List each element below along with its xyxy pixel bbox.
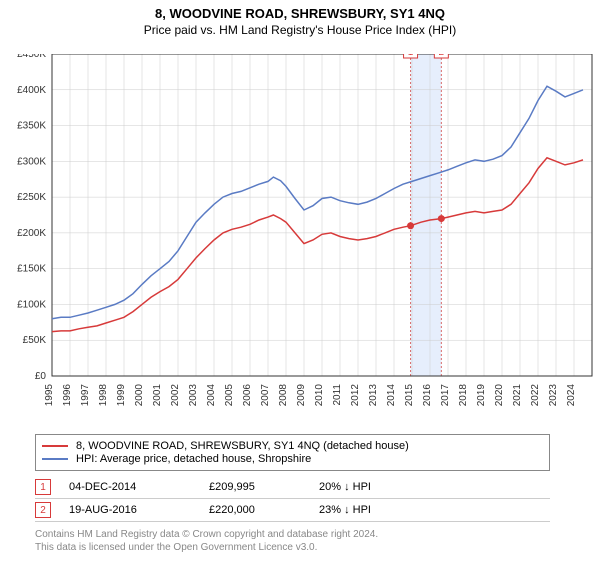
svg-text:2001: 2001 [152, 384, 163, 407]
sales-marker: 1 [35, 479, 51, 495]
svg-text:2018: 2018 [458, 384, 469, 407]
svg-text:£200K: £200K [17, 228, 46, 239]
svg-text:£300K: £300K [17, 156, 46, 167]
legend-item: 8, WOODVINE ROAD, SHREWSBURY, SY1 4NQ (d… [42, 440, 543, 452]
legend-label: HPI: Average price, detached house, Shro… [76, 453, 311, 465]
svg-text:2010: 2010 [314, 384, 325, 407]
sales-date: 19-AUG-2016 [69, 504, 209, 516]
svg-text:2005: 2005 [224, 384, 235, 407]
svg-text:2011: 2011 [332, 384, 343, 406]
svg-text:2014: 2014 [386, 384, 397, 407]
svg-text:1999: 1999 [116, 384, 127, 407]
svg-text:£150K: £150K [17, 264, 46, 275]
svg-text:£250K: £250K [17, 192, 46, 203]
svg-text:2000: 2000 [134, 384, 145, 407]
svg-text:1997: 1997 [80, 384, 91, 407]
svg-text:£350K: £350K [17, 121, 46, 132]
line-chart: £0 £50K £100K £150K £200K £250K £300K £350K £400… [0, 54, 600, 424]
svg-text:1995: 1995 [44, 384, 55, 407]
footer-line: This data is licensed under the Open Gov… [35, 541, 550, 554]
svg-text:1996: 1996 [62, 384, 73, 407]
page-title: 8, WOODVINE ROAD, SHREWSBURY, SY1 4NQ [0, 6, 600, 21]
sales-row: 2 19-AUG-2016£220,00023% ↓ HPI [35, 499, 550, 522]
svg-text:2: 2 [439, 54, 445, 58]
legend-label: 8, WOODVINE ROAD, SHREWSBURY, SY1 4NQ (d… [76, 440, 409, 452]
svg-text:2019: 2019 [476, 384, 487, 407]
svg-text:2007: 2007 [260, 384, 271, 407]
svg-text:1998: 1998 [98, 384, 109, 407]
svg-text:2012: 2012 [350, 384, 361, 407]
sales-delta: 20% ↓ HPI [319, 481, 550, 493]
sales-marker: 2 [35, 502, 51, 518]
svg-text:2015: 2015 [404, 384, 415, 407]
svg-text:£100K: £100K [17, 299, 46, 310]
svg-text:2023: 2023 [548, 384, 559, 407]
svg-text:£50K: £50K [23, 335, 47, 346]
legend-swatch [42, 458, 68, 460]
chart-container: 8, WOODVINE ROAD, SHREWSBURY, SY1 4NQ Pr… [0, 6, 600, 566]
page-subtitle: Price paid vs. HM Land Registry's House … [0, 23, 600, 37]
footer-attribution: Contains HM Land Registry data © Crown c… [35, 528, 550, 554]
sales-price: £209,995 [209, 481, 319, 493]
sales-table: 1 04-DEC-2014£209,99520% ↓ HPI 2 19-AUG-201… [35, 476, 550, 522]
svg-text:2017: 2017 [440, 384, 451, 407]
svg-text:2016: 2016 [422, 384, 433, 407]
sales-price: £220,000 [209, 504, 319, 516]
svg-text:2003: 2003 [188, 384, 199, 407]
svg-text:£0: £0 [35, 371, 47, 382]
legend-swatch [42, 445, 68, 447]
legend: 8, WOODVINE ROAD, SHREWSBURY, SY1 4NQ (d… [35, 434, 550, 471]
svg-text:2022: 2022 [530, 384, 541, 407]
svg-text:2006: 2006 [242, 384, 253, 407]
svg-text:2009: 2009 [296, 384, 307, 407]
svg-text:2021: 2021 [512, 384, 523, 407]
svg-text:2020: 2020 [494, 384, 505, 407]
svg-text:1: 1 [408, 54, 414, 58]
sales-date: 04-DEC-2014 [69, 481, 209, 493]
svg-text:£450K: £450K [17, 54, 46, 60]
sales-row: 1 04-DEC-2014£209,99520% ↓ HPI [35, 476, 550, 499]
svg-text:2002: 2002 [170, 384, 181, 407]
svg-text:2004: 2004 [206, 384, 217, 407]
sales-delta: 23% ↓ HPI [319, 504, 550, 516]
svg-text:£400K: £400K [17, 85, 46, 96]
legend-item: HPI: Average price, detached house, Shro… [42, 453, 543, 465]
svg-text:2013: 2013 [368, 384, 379, 407]
svg-text:2008: 2008 [278, 384, 289, 407]
svg-text:2024: 2024 [566, 384, 577, 407]
footer-line: Contains HM Land Registry data © Crown c… [35, 528, 550, 541]
